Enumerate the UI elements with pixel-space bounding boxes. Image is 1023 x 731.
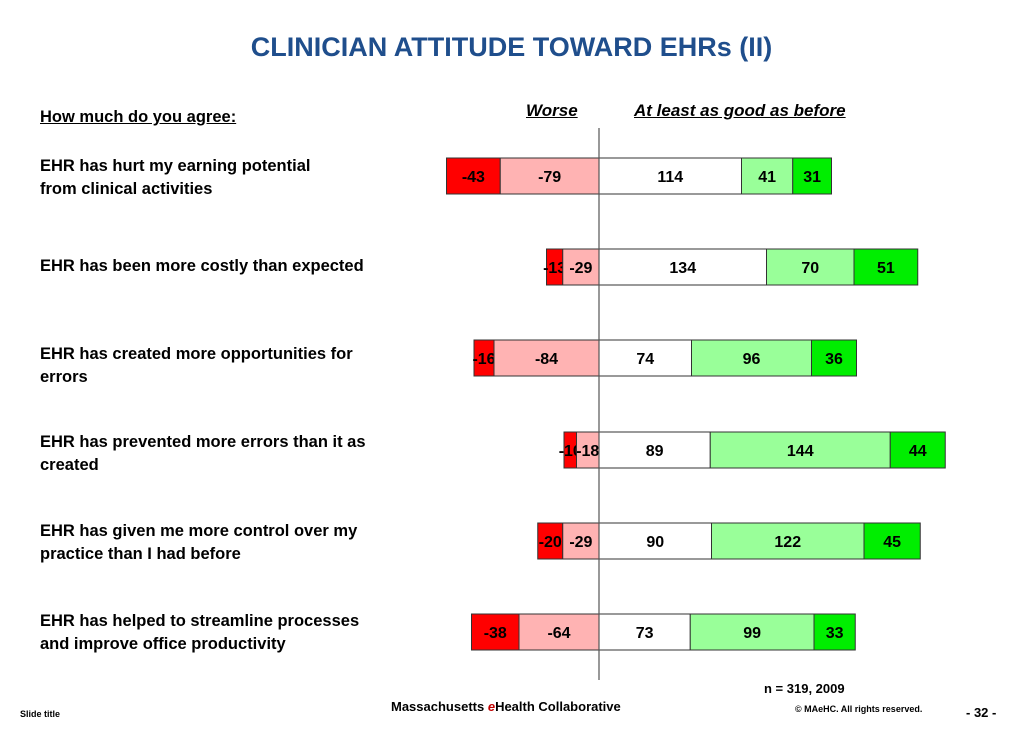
bar-value-label: 96 xyxy=(743,351,761,368)
bar-segment xyxy=(471,613,520,651)
bar-value-label: -79 xyxy=(538,169,561,186)
bar-segment xyxy=(493,339,600,377)
bar-segment xyxy=(711,522,865,560)
bar-segment xyxy=(537,522,564,560)
footer-org-e: e xyxy=(487,699,496,714)
bar-segment xyxy=(446,157,501,195)
footer-page-number: - 32 - xyxy=(966,705,997,720)
footer-slide-title: Slide title xyxy=(20,709,61,719)
bar-value-label: 144 xyxy=(787,443,814,460)
row-label: EHR has given me more control over my pra… xyxy=(40,522,358,563)
bar-value-label: 99 xyxy=(743,625,761,642)
bar-value-label: 45 xyxy=(883,534,901,551)
legend-better: At least as good as before xyxy=(634,101,846,120)
bar-value-label: -38 xyxy=(484,625,507,642)
bar-segment xyxy=(598,157,742,195)
bar-value-label: 31 xyxy=(803,169,821,186)
row-label: EHR has helped to streamline processes an… xyxy=(40,612,360,653)
row-label: EHR has prevented more errors than it as… xyxy=(40,433,366,474)
bar-value-label: -20 xyxy=(539,534,562,551)
page-title: CLINICIAN ATTITUDE TOWARD EHRs (II) xyxy=(250,32,773,62)
row-label: EHR has been more costly than expected xyxy=(40,257,364,275)
bar-segment xyxy=(889,431,946,469)
bar-segment xyxy=(813,613,856,651)
row-label: EHR has hurt my earning potential from cl… xyxy=(40,157,311,198)
bar-value-label: 70 xyxy=(801,260,819,277)
bar-segment xyxy=(598,431,711,469)
bar-value-label: -13 xyxy=(543,260,566,277)
row-label: EHR has created more opportunities for er… xyxy=(40,345,353,386)
bar-value-label: 33 xyxy=(826,625,844,642)
bar-segment xyxy=(598,339,692,377)
bar-value-label: -84 xyxy=(535,351,558,368)
footer-organization: Massachusetts eHealth Collaborative xyxy=(391,699,621,714)
bar-value-label: -43 xyxy=(462,169,485,186)
bar-value-label: -18 xyxy=(576,443,599,460)
bar-segment xyxy=(689,613,815,651)
footer-copyright: © MAeHC. All rights reserved. xyxy=(795,704,923,714)
bar-value-label: -16 xyxy=(472,351,495,368)
footer-org-suffix: Health Collaborative xyxy=(495,699,621,714)
bar-value-label: 74 xyxy=(636,351,654,368)
bar-segment xyxy=(741,157,794,195)
legend-worse: Worse xyxy=(526,101,578,120)
bar-segment xyxy=(853,248,919,286)
bar-segment xyxy=(863,522,921,560)
bar-value-label: -64 xyxy=(547,625,570,642)
footer-org-prefix: Massachusetts xyxy=(391,699,488,714)
bar-value-label: 134 xyxy=(669,260,696,277)
bar-segment xyxy=(811,339,857,377)
bar-value-label: 114 xyxy=(657,169,683,186)
question-heading: How much do you agree: xyxy=(40,108,237,126)
bar-segment xyxy=(709,431,891,469)
bar-value-label: 41 xyxy=(758,169,776,186)
sample-note: n = 319, 2009 xyxy=(764,681,845,696)
bar-value-label: 89 xyxy=(646,443,664,460)
bar-segment xyxy=(792,157,832,195)
bar-segment xyxy=(562,522,600,560)
bar-value-label: 90 xyxy=(646,534,664,551)
bar-value-label: -29 xyxy=(569,534,592,551)
bar-value-label: 36 xyxy=(825,351,843,368)
bar-segment xyxy=(598,613,691,651)
bar-segment xyxy=(499,157,600,195)
bar-value-label: 51 xyxy=(877,260,895,277)
bar-value-label: 44 xyxy=(909,443,927,460)
bar-segment xyxy=(691,339,812,377)
bar-value-label: 122 xyxy=(774,534,801,551)
bar-value-label: 73 xyxy=(636,625,654,642)
bar-value-label: -29 xyxy=(569,260,592,277)
